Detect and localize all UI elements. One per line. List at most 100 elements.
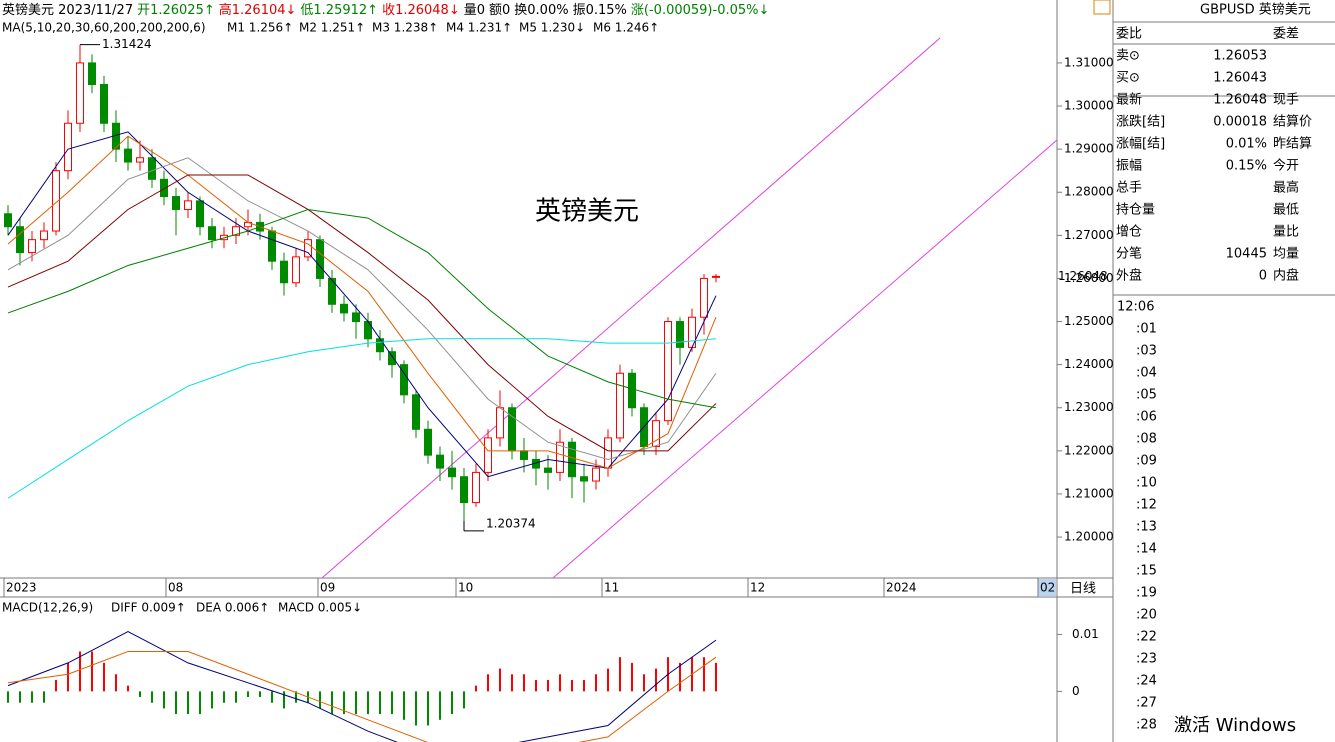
tick-time: :03 — [1136, 344, 1157, 359]
candle-body — [628, 372, 636, 409]
candle-body — [64, 122, 72, 172]
x-tick-label: 09 — [320, 581, 335, 595]
sidebar-label: 分笔 — [1116, 246, 1142, 262]
tick-time: :06 — [1136, 410, 1157, 425]
x-tick-label: 02 — [1040, 581, 1055, 595]
sidebar-label: 最新 — [1116, 92, 1142, 108]
header-item: 量0 — [464, 3, 485, 18]
sidebar-label: 涨幅[结] — [1116, 137, 1165, 152]
candle-body — [652, 420, 660, 448]
candle-body — [520, 450, 528, 460]
candle-body — [424, 428, 432, 456]
y-tick-label: 1.22000 — [1064, 443, 1114, 457]
header-item: 高1.26104↓ — [219, 2, 297, 18]
high-label: 1.31424 — [102, 37, 152, 51]
tick-time: :08 — [1136, 432, 1157, 447]
sidebar-right-label: 最低 — [1273, 203, 1299, 218]
sidebar-label: 委比 — [1116, 27, 1142, 42]
y-tick-label: 1.25000 — [1064, 314, 1114, 328]
sidebar-right-label: 最高 — [1273, 180, 1299, 196]
ma-title: MA(5,10,20,30,60,200,200,200,6) — [2, 21, 206, 35]
candle-body — [484, 437, 492, 473]
header-date: 2023/11/27 — [58, 3, 133, 18]
header-item: 开1.26025↑ — [137, 3, 215, 18]
candle-body — [580, 476, 588, 482]
tick-time: :27 — [1136, 696, 1157, 711]
ma-legend: M5 1.230↓ — [519, 21, 585, 35]
sidebar-label: 买⊙ — [1116, 71, 1140, 86]
candle-body — [268, 230, 276, 262]
y-tick-label: 1.24000 — [1064, 357, 1114, 371]
y-tick-label: 1.21000 — [1064, 486, 1114, 500]
sidebar-right-label: 委差 — [1273, 27, 1299, 42]
candle-body — [340, 303, 348, 314]
menu-button[interactable] — [1093, 0, 1111, 15]
y-tick-label: 0.01 — [1072, 627, 1099, 641]
ma-legend: M1 1.256↑ — [227, 21, 293, 35]
sidebar-right-label: 现手 — [1273, 93, 1299, 108]
macd-legend: MACD 0.005↓ — [278, 601, 362, 615]
candle-body — [16, 226, 24, 254]
sidebar-value: 1.26048 — [1213, 93, 1267, 108]
y-tick-label: 1.31000 — [1064, 55, 1114, 69]
sidebar-value: 10445 — [1226, 247, 1267, 262]
candle-body — [28, 239, 36, 254]
os-watermark: 激活 Windows — [1174, 715, 1296, 736]
candle-body — [448, 467, 456, 478]
macd-legend: DIFF 0.009↑ — [111, 601, 186, 615]
macd-line — [7, 651, 717, 742]
last-price-label: 1.26048 — [1058, 269, 1108, 283]
sidebar-right-label: 内盘 — [1273, 268, 1299, 284]
sidebar-value: 1.26053 — [1213, 49, 1267, 64]
sidebar-right-label: 结算价 — [1273, 115, 1312, 130]
candle-body — [496, 407, 504, 439]
candle-body — [160, 178, 168, 198]
candle-body — [208, 226, 216, 241]
header-item: 收1.26048↓ — [382, 3, 460, 18]
sidebar-label: 振幅 — [1116, 159, 1142, 174]
sidebar-label: 持仓量 — [1116, 203, 1155, 218]
ma-legend: M6 1.246↑ — [593, 21, 659, 35]
header-info: 英镑美元 2023/11/27 开1.26025↑ 高1.26104↓ 低1.2591… — [2, 2, 769, 18]
candle-body — [472, 471, 480, 504]
x-tick-label: 10 — [458, 581, 473, 595]
tick-time: :15 — [1136, 564, 1157, 579]
candle-body — [460, 476, 468, 504]
candle-body — [388, 351, 396, 366]
tick-time: 12:06 — [1117, 300, 1154, 315]
candle-body — [304, 239, 312, 258]
chart-watermark: 英镑美元 — [535, 197, 639, 227]
date-highlight — [1038, 579, 1056, 596]
candle-body — [232, 226, 240, 236]
candle-body — [436, 454, 444, 469]
tick-time: :13 — [1136, 520, 1157, 535]
candle-body — [184, 200, 192, 210]
tick-time: :20 — [1136, 608, 1157, 623]
period-label[interactable]: 日线 — [1070, 582, 1096, 597]
ma-line — [7, 208, 717, 409]
ma-line — [7, 174, 717, 452]
tick-time: :19 — [1136, 586, 1157, 601]
header-item: 低1.25912↑ — [300, 3, 378, 18]
sidebar-value: 1.26043 — [1213, 71, 1267, 86]
candle-body — [172, 196, 180, 210]
macd-line — [7, 631, 717, 742]
candle-body — [364, 321, 372, 340]
sidebar-right-label: 昨结算 — [1273, 137, 1312, 152]
channel-line — [552, 139, 1058, 579]
channel-line — [321, 37, 941, 579]
sidebar-value: 0.01% — [1226, 137, 1267, 152]
tick-time: :01 — [1136, 322, 1157, 337]
ma-line — [7, 338, 717, 499]
candle-body — [616, 372, 624, 439]
candle-body — [292, 256, 300, 284]
sidebar-symbol: GBPUSD 英镑美元 — [1200, 2, 1311, 18]
candle-body — [316, 239, 324, 279]
y-tick-label: 0 — [1072, 684, 1080, 698]
tick-time: :28 — [1136, 718, 1157, 733]
ma-legend: M2 1.251↑ — [299, 21, 365, 35]
y-tick-label: 1.20000 — [1064, 530, 1114, 544]
tick-time: :10 — [1136, 476, 1157, 491]
candle-body — [604, 437, 612, 469]
